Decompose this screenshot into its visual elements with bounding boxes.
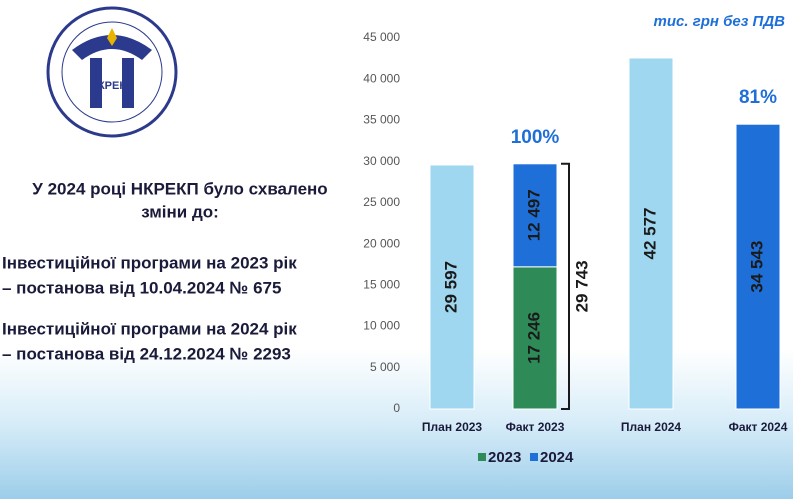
bar [429,164,475,410]
y-tick-label: 45 000 [363,30,400,44]
value-label: 12 497 [524,189,543,241]
y-tick-label: 15 000 [363,278,400,292]
legend-swatch [530,453,538,461]
logo-text: НКРЕКП [90,80,134,92]
y-tick-label: 25 000 [363,195,400,209]
bar [735,123,781,410]
percent-label: 100% [511,127,560,148]
item: – постанова від 24.12.2024 № 2293 [2,344,291,363]
y-tick-label: 5 000 [370,360,400,374]
logo: НКРЕКП [46,6,178,138]
legend-label: 2024 [540,449,574,466]
value-label: 34 543 [747,241,766,293]
y-tick-label: 40 000 [363,71,400,85]
y-tick-label: 0 [393,401,400,415]
x-tick-label: План 2023 [422,420,483,434]
heading: зміни до: [141,202,219,221]
item: Інвестиційної програми на 2024 рік [2,319,297,338]
y-tick-label: 20 000 [363,236,400,250]
y-tick-label: 35 000 [363,113,400,127]
value-label: 17 246 [524,312,543,364]
x-tick-label: План 2024 [621,420,682,434]
y-tick-label: 30 000 [363,154,400,168]
item: – постанова від 10.04.2024 № 675 [2,278,281,297]
legend-swatch [478,453,486,461]
item: Інвестиційної програми на 2023 рік [2,253,297,272]
unit-label: тис. грн без ПДВ [654,13,786,30]
bar [512,163,558,268]
x-tick-label: Факт 2023 [506,420,565,434]
percent-label: 81% [739,87,777,108]
bracket [561,162,570,410]
legend-label: 2023 [488,449,521,466]
total-label: 29 743 [572,260,591,312]
y-tick-label: 10 000 [363,319,400,333]
bar [628,57,674,410]
x-tick-label: Факт 2024 [729,420,788,434]
value-label: 29 597 [441,261,460,313]
value-label: 42 577 [640,207,659,259]
heading: У 2024 році НКРЕКП було схвалено [32,179,327,198]
